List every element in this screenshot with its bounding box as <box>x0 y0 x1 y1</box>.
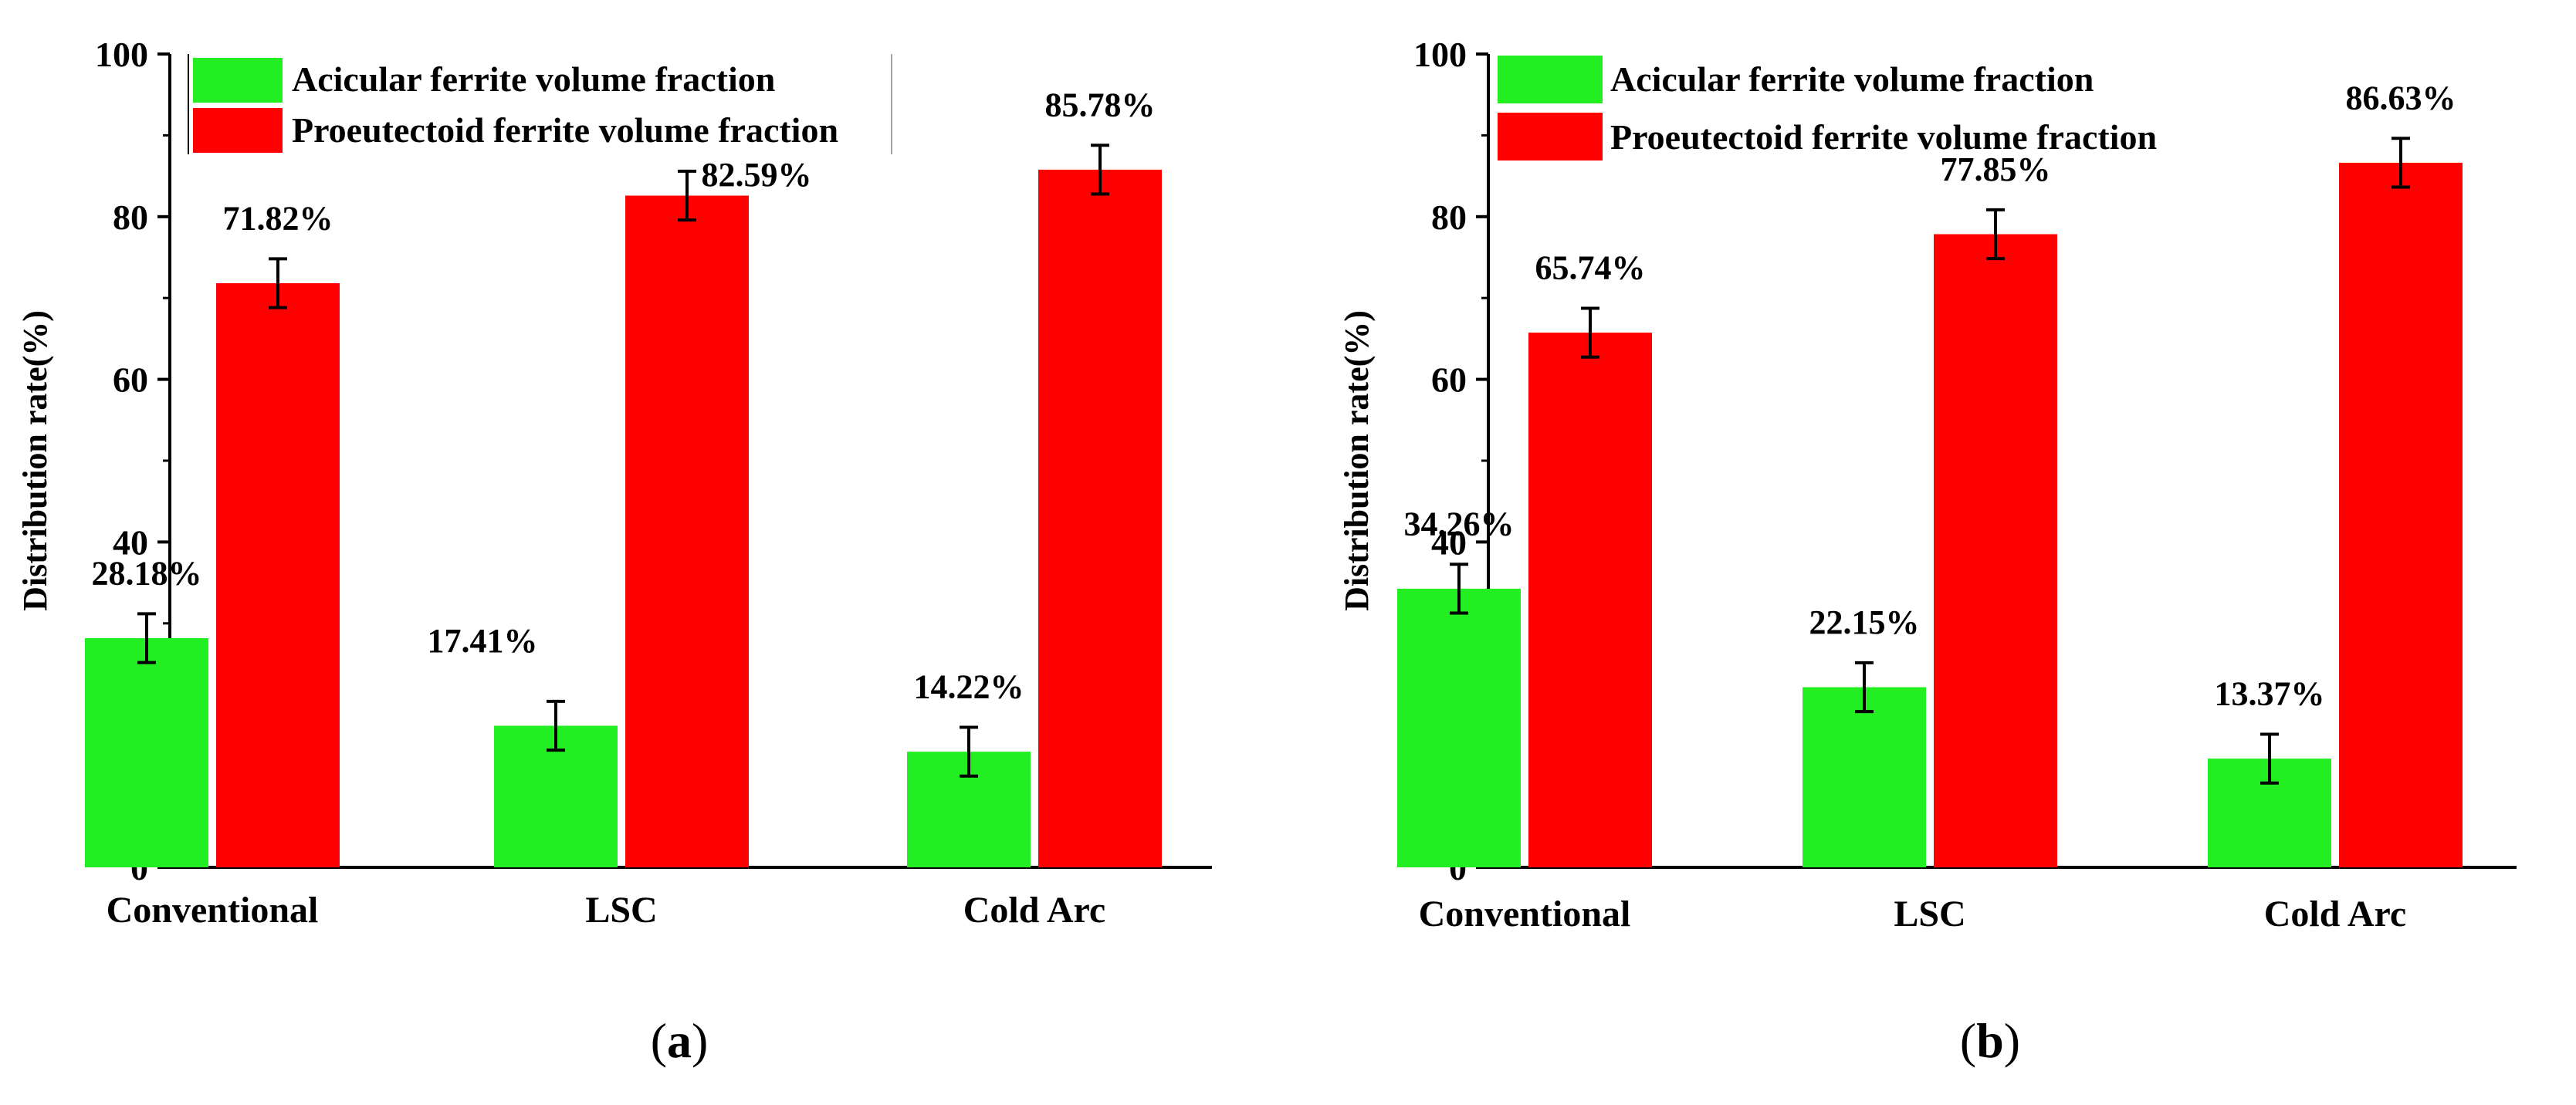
category-label: Cold Arc <box>2264 894 2406 934</box>
legend-swatch-acicular <box>193 58 283 103</box>
y-tick-label: 80 <box>113 198 148 237</box>
panel-caption: (a) <box>651 1013 709 1068</box>
category-labels: Conventional LSC Cold Arc <box>107 890 1106 931</box>
data-label: 65.74% <box>1535 248 1646 286</box>
bars: 28.18% 71.82% 17.41% 82.59% 14.22% 85.78% <box>85 86 1162 868</box>
error-bar <box>1450 563 1468 615</box>
panel-caption: (b) <box>1960 1013 2020 1068</box>
bars: 34.26% 65.74% 22.15% 77.85% 13.37% 86.63% <box>1397 79 2463 867</box>
error-bar <box>1855 661 1874 714</box>
chart-panel-a: 020406080100 28.18%71.82%17.41%82.59%14.… <box>16 35 1212 1068</box>
data-label: 28.18% <box>92 554 202 592</box>
data-label: 17.41% <box>428 622 538 660</box>
legend-label-proeutectoid: Proeutectoid ferrite volume fraction <box>292 110 838 150</box>
data-label: 71.82% <box>223 199 333 237</box>
data-label: 14.22% <box>914 668 1024 706</box>
bar-1-1 <box>1934 234 2057 867</box>
error-bar <box>1986 208 2005 261</box>
legend: Acicular ferrite volume fraction Proeute… <box>188 54 892 154</box>
category-label: Cold Arc <box>963 890 1105 931</box>
legend: Acicular ferrite volume fraction Proeute… <box>1498 56 2157 161</box>
error-bar <box>269 257 287 309</box>
error-bar <box>1091 144 1109 196</box>
legend-label-proeutectoid: Proeutectoid ferrite volume fraction <box>1610 117 2157 157</box>
data-label: 13.37% <box>2215 674 2325 712</box>
category-labels: Conventional LSC Cold Arc <box>1419 894 2407 934</box>
category-label: Conventional <box>1419 894 1631 934</box>
bar-0-1 <box>1803 687 1926 867</box>
data-label: 34.26% <box>1404 505 1515 542</box>
category-label: LSC <box>1894 894 1965 934</box>
bar-1-1 <box>625 195 749 867</box>
error-bar <box>2392 137 2410 189</box>
legend-swatch-proeutectoid <box>1498 113 1603 161</box>
bar-0-0 <box>1397 588 1521 867</box>
data-label: 77.85% <box>1941 150 2051 188</box>
bar-1-0 <box>1528 333 1652 867</box>
error-bar <box>137 612 156 664</box>
bar-1-0 <box>216 283 340 867</box>
y-tick-label: 100 <box>95 35 148 74</box>
category-label: Conventional <box>107 890 319 931</box>
chart-panel-b: 020406080100 34.26%65.74%22.15%77.85%13.… <box>1338 35 2517 1068</box>
error-bar <box>1581 306 1599 359</box>
category-label: LSC <box>585 890 657 931</box>
bar-1-2 <box>2339 162 2463 867</box>
y-tick-label: 60 <box>113 360 148 400</box>
legend-swatch-proeutectoid <box>193 108 283 153</box>
data-label: 22.15% <box>1809 603 1920 641</box>
y-tick-label: 100 <box>1413 35 1467 74</box>
data-label: 85.78% <box>1045 86 1156 123</box>
legend-label-acicular: Acicular ferrite volume fraction <box>292 59 775 99</box>
y-tick-label: 40 <box>113 522 148 562</box>
bar-0-0 <box>85 637 208 867</box>
error-bar <box>547 699 565 752</box>
error-bar <box>960 725 978 778</box>
y-axis-title: Distribution rate(%) <box>16 310 54 611</box>
y-axis-title: Distribution rate(%) <box>1338 310 1376 611</box>
legend-label-acicular: Acicular ferrite volume fraction <box>1610 59 2094 99</box>
bar-1-2 <box>1038 169 1162 868</box>
data-label: 86.63% <box>2346 79 2456 117</box>
y-ticks: 020406080100 <box>95 35 170 887</box>
y-tick-label: 40 <box>1431 522 1467 562</box>
y-tick-label: 80 <box>1431 198 1467 237</box>
legend-swatch-acicular <box>1498 56 1603 103</box>
error-bar <box>678 169 696 222</box>
y-tick-label: 60 <box>1431 360 1467 400</box>
data-label: 82.59% <box>702 156 812 194</box>
error-bar <box>2260 732 2279 785</box>
